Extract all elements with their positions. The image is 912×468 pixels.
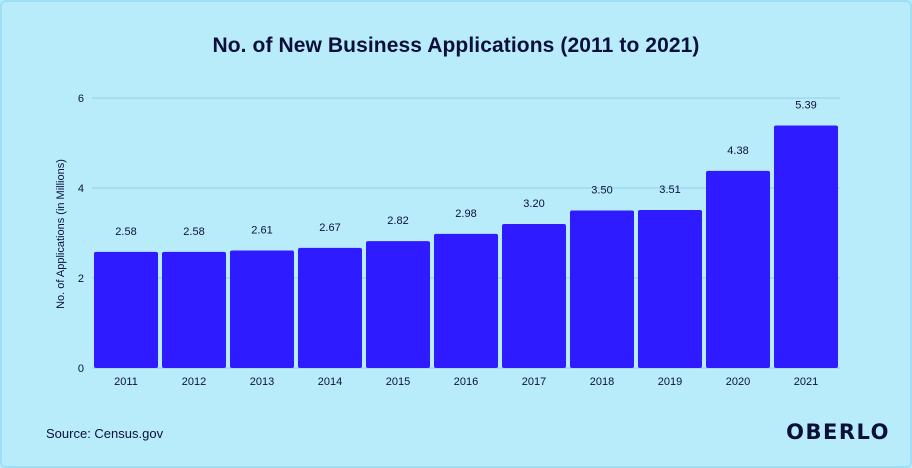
data-label: 2.82	[387, 215, 408, 227]
bar	[706, 170, 770, 368]
y-axis-label: No. of Applications (in Millions)	[55, 159, 67, 309]
x-tick-label: 2012	[182, 376, 206, 388]
bar	[162, 251, 226, 368]
data-label: 2.98	[455, 208, 476, 220]
bar	[638, 210, 702, 368]
bar	[502, 224, 566, 368]
data-label: 2.58	[183, 226, 204, 238]
bar	[298, 247, 362, 368]
bar	[774, 125, 838, 368]
y-tick-label: 2	[78, 273, 84, 285]
chart-title: No. of New Business Applications (2011 t…	[212, 34, 700, 57]
x-tick-label: 2016	[454, 376, 478, 388]
bar-layer	[94, 125, 838, 368]
x-tick-label: 2011	[114, 376, 138, 388]
x-tick-label: 2013	[250, 376, 274, 388]
data-label: 5.39	[795, 99, 816, 111]
x-tick-label: 2015	[386, 376, 410, 388]
y-tick-label: 4	[78, 183, 84, 195]
data-label: 3.20	[523, 198, 544, 210]
x-tick-label: 2021	[794, 376, 818, 388]
x-tick-label: 2018	[590, 376, 614, 388]
y-tick-label: 0	[78, 363, 84, 375]
bar	[570, 210, 634, 368]
x-tick-label: 2019	[658, 376, 682, 388]
bar	[434, 233, 498, 368]
y-tick-label: 6	[78, 93, 84, 105]
data-label: 3.51	[659, 184, 680, 196]
bar	[366, 241, 430, 368]
label-layer: 0 2 4 6 2.58 2011 2.58 2012 2.61 2013 2.67 2014 2.82…	[78, 93, 818, 388]
x-tick-label: 2014	[318, 376, 342, 388]
data-label: 2.58	[115, 226, 136, 238]
data-label: 2.61	[251, 225, 272, 237]
data-label: 2.67	[319, 222, 340, 234]
data-label: 3.50	[591, 185, 612, 197]
data-label: 4.38	[727, 145, 748, 157]
brand-logo: OBERLO	[786, 420, 890, 444]
x-tick-label: 2020	[726, 376, 750, 388]
bar	[94, 251, 158, 368]
x-tick-label: 2017	[522, 376, 546, 388]
source-note: Source: Census.gov	[46, 426, 164, 441]
bar	[230, 250, 294, 368]
